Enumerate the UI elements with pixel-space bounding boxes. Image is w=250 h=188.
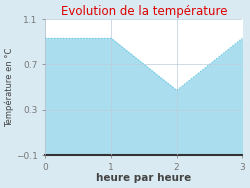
X-axis label: heure par heure: heure par heure xyxy=(96,173,192,183)
Title: Evolution de la température: Evolution de la température xyxy=(60,5,227,18)
Y-axis label: Température en °C: Température en °C xyxy=(5,47,14,127)
